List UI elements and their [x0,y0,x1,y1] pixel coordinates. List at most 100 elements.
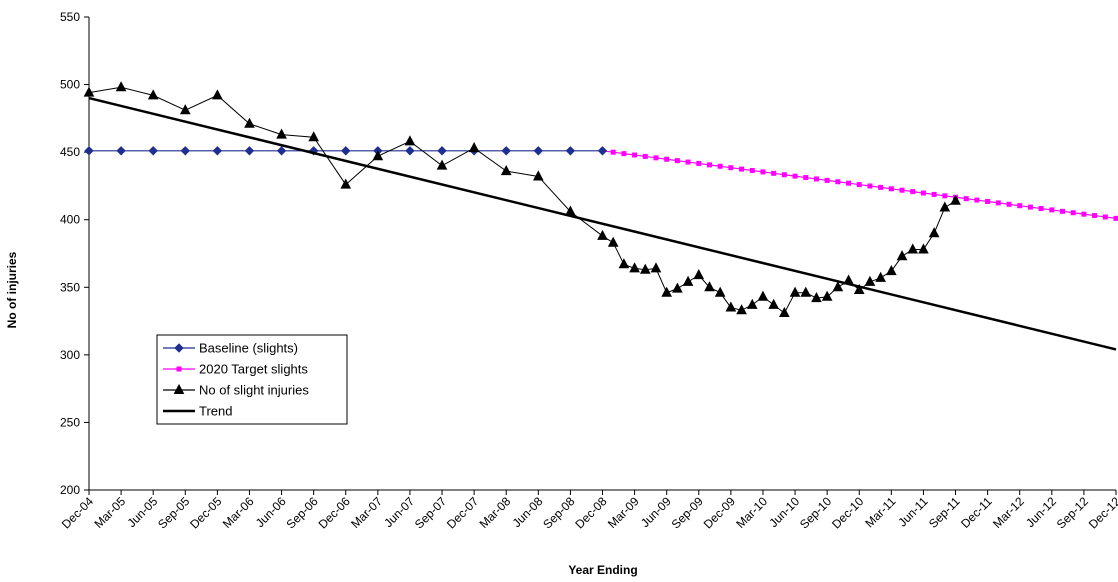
data-point [1060,208,1066,214]
data-point [115,81,127,92]
data-point [717,163,723,169]
data-point [607,236,619,247]
x-tick-label: Jun-08 [510,494,546,530]
data-point [888,186,894,192]
data-point [674,158,680,164]
y-tick-label: 400 [60,213,80,227]
data-point [760,169,766,175]
data-point [963,196,969,202]
data-point [974,197,980,203]
data-point [532,170,544,181]
legend-label: Baseline (slights) [199,341,298,356]
data-point [781,172,787,178]
data-point [341,146,351,156]
data-point [1049,207,1055,213]
data-point [928,227,940,238]
x-tick-label: Dec-10 [829,494,866,531]
x-tick-label: Mar-10 [733,494,770,531]
x-tick-label: Sep-05 [155,494,192,531]
data-point [824,177,830,183]
data-point [714,286,726,297]
y-tick-label: 200 [60,483,80,497]
data-point [533,146,544,156]
data-point [501,146,511,156]
data-point [565,146,576,156]
data-point [736,304,747,315]
data-point [918,243,929,254]
x-tick-label: Dec-08 [572,494,609,531]
data-point [661,286,673,297]
data-point [939,201,951,212]
data-point [682,275,694,286]
x-tick-label: Sep-09 [669,494,706,531]
legend-marker [174,343,184,353]
data-point [653,155,659,161]
data-point [739,166,745,172]
data-point [867,183,873,189]
y-tick-label: 300 [60,348,80,362]
y-tick-label: 450 [60,145,80,159]
data-point [704,281,715,292]
data-point [856,182,862,188]
data-point [875,271,886,282]
data-point [811,292,822,303]
data-point [757,290,769,301]
x-tick-label: Dec-05 [187,494,224,531]
x-tick-label: Mar-07 [348,494,385,531]
data-point [1017,203,1023,209]
data-point [276,146,287,156]
x-tick-label: Sep-10 [797,494,834,531]
data-point [696,160,702,166]
x-tick-label: Dec-12 [1086,494,1118,531]
x-tick-label: Jun-11 [895,494,930,529]
data-point [147,89,159,100]
data-point [84,146,94,156]
x-tick-label: Mar-05 [91,494,128,531]
x-tick-label: Sep-06 [284,494,321,531]
data-point [910,189,916,195]
data-point [843,274,854,285]
x-tick-label: Dec-11 [958,494,995,531]
data-point [404,135,416,146]
data-point [308,131,319,142]
data-point [500,164,512,176]
data-point [639,263,651,274]
data-point [610,149,616,155]
series-0 [84,146,608,156]
data-point [436,159,448,170]
y-tick-label: 350 [60,280,80,294]
data-point [1081,211,1087,217]
data-point [642,153,648,159]
data-point [468,142,480,153]
data-point [372,150,384,161]
data-point [664,156,670,162]
data-point [340,178,352,189]
series-2 [83,81,961,317]
data-point [621,151,627,157]
data-point [792,173,798,179]
x-tick-label: Mar-11 [862,494,898,530]
data-point [1092,213,1098,219]
data-point [618,258,630,269]
data-point [148,146,158,156]
data-point [864,275,876,286]
data-point [800,286,812,297]
x-tick-label: Dec-09 [701,494,738,531]
data-point [821,290,833,301]
data-point [896,250,908,261]
x-tick-label: Mar-08 [477,494,514,531]
data-point [832,281,844,292]
data-point [212,146,223,156]
data-point [1102,214,1108,220]
data-point [846,180,852,186]
x-tick-label: Jun-06 [253,494,289,530]
x-tick-label: Sep-07 [412,494,449,531]
data-point [886,264,897,276]
legend-label: Trend [199,404,232,419]
data-point [650,262,662,273]
x-tick-label: Mar-06 [220,494,257,531]
data-point [835,179,841,185]
x-axis-title: Year Ending [568,563,637,577]
data-point [437,146,447,156]
